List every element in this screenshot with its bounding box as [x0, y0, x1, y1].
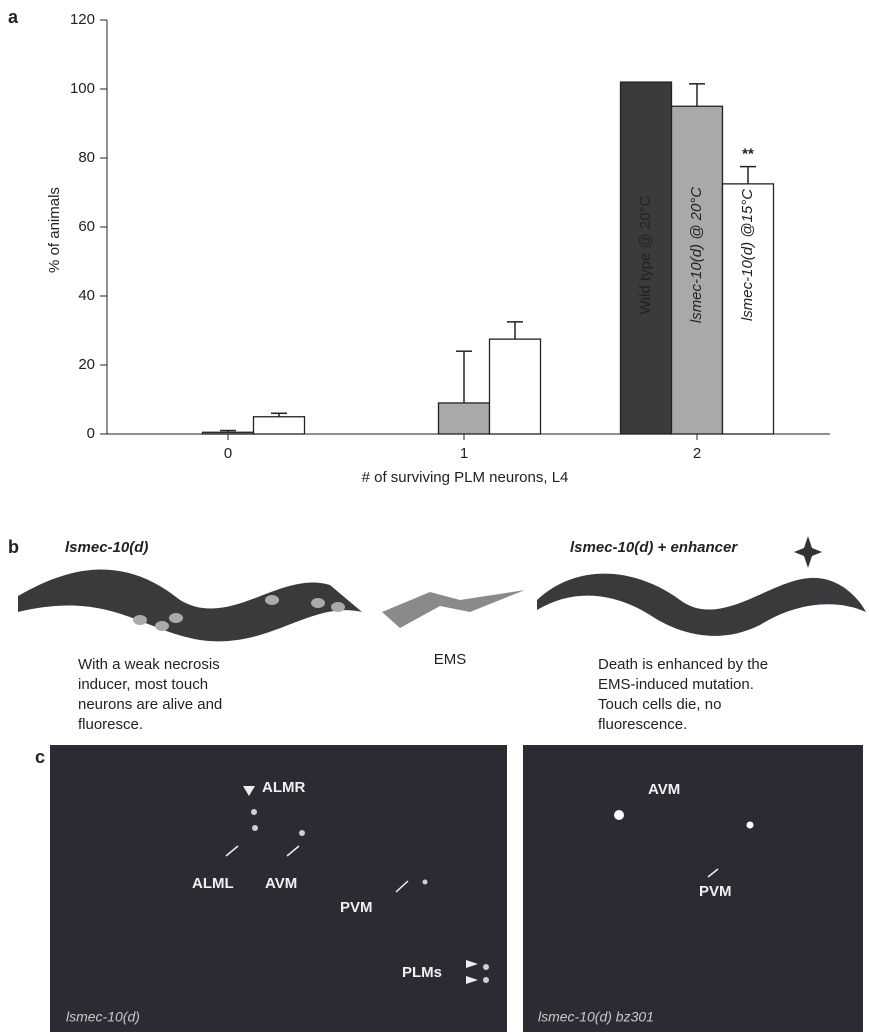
y-tick-label: 60	[78, 218, 95, 235]
worm	[18, 569, 362, 642]
y-tick-label: 80	[78, 149, 95, 166]
y-tick-label: 20	[78, 356, 95, 373]
arrows	[225, 845, 719, 893]
x-tick-label: 2	[693, 445, 701, 462]
bar	[201, 431, 255, 435]
cell	[331, 602, 345, 612]
legend-label: lsmec-10(d) @ 20°C	[688, 187, 705, 323]
text-line: EMS-induced mutation.	[598, 676, 754, 693]
bar	[619, 81, 673, 435]
y-tick-label: 120	[70, 11, 95, 28]
y-axis-label: % of animals	[46, 187, 63, 273]
cell	[311, 598, 325, 608]
x-tick-label: 1	[460, 445, 468, 462]
cell-label: AVM	[648, 781, 680, 798]
text-line: neurons are alive and	[78, 696, 222, 713]
y-tick-label: 0	[87, 425, 95, 442]
error-bar	[507, 321, 523, 340]
panel-label: c	[35, 747, 45, 767]
star-icon	[794, 536, 822, 568]
error-bar	[689, 83, 705, 107]
error-bar	[740, 165, 756, 184]
text-line: Touch cells die, no	[598, 696, 721, 713]
panel-label: a	[8, 7, 19, 27]
text-line: fluorescence.	[598, 716, 687, 733]
text-line: With a weak necrosis	[78, 656, 220, 673]
cell-label: ALMR	[262, 779, 305, 796]
cell-label: PLMs	[402, 964, 442, 981]
left-title: lsmec-10(d)	[65, 539, 148, 556]
x-axis-label: # of surviving PLM neurons, L4	[362, 469, 569, 486]
cell-label: PVM	[340, 899, 373, 916]
bar	[488, 338, 542, 435]
bar	[252, 416, 306, 435]
cell-label: ALML	[192, 875, 234, 892]
arrowhead	[466, 960, 478, 984]
cell	[133, 615, 147, 625]
micrograph	[523, 745, 863, 1032]
text-line: Death is enhanced by the	[598, 656, 768, 673]
lightning	[382, 590, 525, 628]
cell-label: PVM	[699, 883, 732, 900]
x-tick-label: 0	[224, 445, 232, 462]
panel-label: b	[8, 537, 19, 557]
left-text: With a weak necrosis inducer, most touch n…	[78, 656, 222, 733]
legend-label: lsmec-10(d) @15°C	[739, 189, 756, 321]
error-bar	[456, 350, 472, 403]
text-line: fluoresce.	[78, 716, 143, 733]
y-tick-label: 100	[70, 80, 95, 97]
bar	[670, 105, 724, 435]
right-text: Death is enhanced by the EMS-induced muta…	[598, 656, 768, 733]
right-title: lsmec-10(d) + enhancer	[570, 539, 738, 556]
cell	[265, 595, 279, 605]
legend-label: Wild type @ 20°C	[637, 195, 654, 314]
error-bar	[220, 429, 236, 433]
worm	[537, 573, 866, 636]
error-bar	[271, 412, 287, 417]
dots	[251, 809, 754, 983]
cell	[155, 621, 169, 631]
arrowhead	[243, 786, 255, 796]
cell-label: AVM	[265, 875, 297, 892]
micrograph	[50, 745, 507, 1032]
labels: ALMR ALML AVM PVM PLMs AVM PVM	[192, 779, 732, 981]
caption: lsmec-10(d) bz301	[538, 1009, 654, 1025]
text-line: inducer, most touch	[78, 676, 208, 693]
y-tick-label: 40	[78, 287, 95, 304]
cell	[169, 613, 183, 623]
middle-label: EMS	[434, 651, 467, 668]
bar	[437, 402, 491, 435]
caption: lsmec-10(d)	[66, 1009, 140, 1025]
annotation: **	[742, 146, 754, 163]
